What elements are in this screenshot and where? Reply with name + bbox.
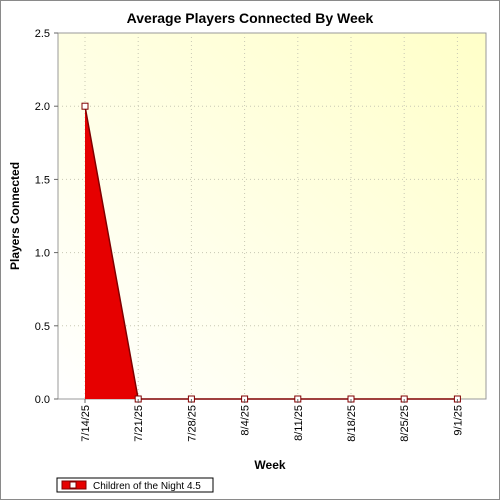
- y-axis-title: Players Connected: [8, 162, 22, 270]
- x-tick-label: 8/25/25: [399, 405, 411, 442]
- y-tick-label: 1.0: [35, 248, 50, 260]
- x-axis: 7/14/25 7/21/25 7/28/25 8/4/25 8/11/25 8/18/2…: [80, 399, 464, 442]
- legend: Children of the Night 4.5: [56, 477, 214, 493]
- x-tick-label: 7/21/25: [133, 405, 145, 442]
- x-axis-title: Week: [254, 458, 285, 472]
- grid-lines: [58, 33, 486, 399]
- legend-box: [56, 477, 214, 493]
- y-tick-label: 1.5: [35, 174, 50, 186]
- y-axis: 0.0 0.5 1.0 1.5 2.0 2.5: [35, 28, 58, 406]
- y-tick-label: 0.5: [35, 321, 50, 333]
- legend-label: Children of the Night 4.5: [93, 481, 201, 492]
- series-line: [84, 106, 458, 400]
- y-tick-label: 2.5: [35, 28, 50, 40]
- x-tick-label: 8/4/25: [240, 405, 252, 436]
- x-tick-label: 7/14/25: [80, 405, 92, 442]
- x-tick-label: 8/11/25: [293, 405, 305, 441]
- plot-area: [57, 32, 487, 400]
- series-area: [85, 106, 458, 399]
- legend-marker: [69, 481, 77, 489]
- x-tick-label: 9/1/25: [452, 405, 464, 436]
- x-tick-label: 7/28/25: [186, 405, 198, 442]
- chart-title: Average Players Connected By Week: [127, 10, 374, 26]
- x-tick-label: 8/18/25: [346, 405, 358, 442]
- y-tick-label: 0.0: [35, 394, 50, 406]
- data-point-marker: [81, 102, 89, 110]
- y-tick-label: 2.0: [35, 101, 50, 113]
